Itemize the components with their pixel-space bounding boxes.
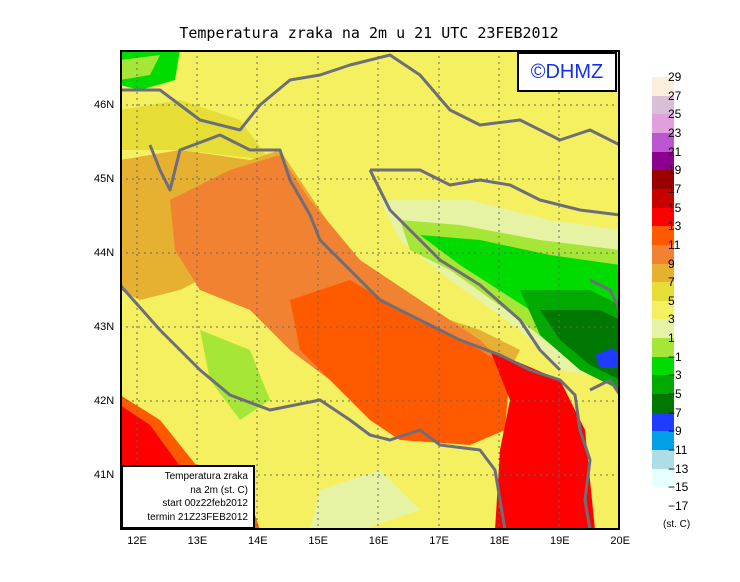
legend-label: −17 — [668, 498, 689, 513]
legend-label: 27 — [668, 88, 682, 103]
legend-swatch — [652, 132, 674, 152]
x-tick-label: 19E — [550, 535, 570, 547]
field-1-3-south — [310, 470, 420, 530]
legend-label: −3 — [668, 368, 682, 383]
legend-swatch — [652, 151, 674, 171]
legend-swatch — [652, 356, 674, 376]
legend-swatch — [652, 394, 674, 413]
y-tick-label: 42N — [94, 395, 115, 407]
legend-label: −7 — [668, 405, 682, 420]
legend-label: 23 — [668, 125, 682, 140]
legend-swatch — [652, 226, 674, 245]
x-tick-label: 13E — [187, 535, 208, 547]
legend-label: 15 — [668, 200, 682, 215]
legend-swatch — [652, 300, 674, 320]
field-1-3-nw — [120, 55, 160, 80]
legend-swatch — [652, 95, 674, 115]
x-tick-label: 17E — [429, 535, 449, 547]
x-tick-label: 18E — [489, 535, 510, 547]
x-tick-label: 14E — [248, 535, 268, 547]
y-tick-label: 43N — [94, 321, 115, 333]
legend-label: −13 — [668, 461, 689, 476]
legend-swatch — [652, 431, 674, 451]
legend-swatch — [652, 114, 674, 133]
legend-swatch — [652, 412, 674, 432]
field-11-13-central — [290, 280, 510, 445]
x-tick-label: 12E — [127, 535, 147, 547]
info-box: Temperatura zraka na 2m (st. C) start 00… — [121, 465, 255, 529]
legend-label: −9 — [668, 424, 682, 439]
dhmz-logo: ©DHMZ — [517, 52, 617, 92]
legend-label: −15 — [668, 480, 689, 495]
legend-label: 9 — [668, 256, 675, 271]
legend-label: 3 — [668, 312, 675, 327]
legend-label: 5 — [668, 293, 675, 308]
legend-label: 29 — [668, 70, 682, 84]
temperature-map — [120, 50, 620, 530]
info-line-1: Temperatura zraka — [164, 471, 248, 482]
field-1-3-italy — [200, 330, 270, 420]
legend-swatch — [652, 170, 674, 189]
legend-label: −1 — [668, 349, 682, 364]
grid — [120, 50, 620, 530]
info-line-2: na 2m (st. C) — [190, 484, 248, 496]
map-title: Temperatura zraka na 2m u 21 UTC 23FEB20… — [0, 24, 740, 42]
info-line-3: start 00z22feb2012 — [162, 498, 248, 509]
legend-label: 13 — [668, 219, 682, 234]
legend-swatch — [652, 207, 674, 227]
y-tick-label: 46N — [94, 99, 115, 111]
legend-label: −5 — [668, 387, 682, 402]
coast-italy — [120, 284, 507, 530]
border-north — [120, 53, 620, 147]
info-line-4: termin 21Z23FEB2012 — [147, 511, 248, 523]
map-frame — [120, 50, 620, 530]
legend-label: 11 — [668, 237, 681, 252]
legend-swatch — [652, 375, 674, 395]
legend-swatch — [652, 282, 674, 301]
border-east — [589, 278, 620, 396]
legend-unit: (st. C) — [663, 519, 691, 530]
legend-swatch — [652, 319, 674, 339]
coastlines — [120, 53, 620, 530]
legend-label: 25 — [668, 107, 682, 122]
legend-swatch — [652, 244, 674, 264]
x-tick-label: 16E — [368, 535, 389, 547]
field-m9-m7 — [595, 348, 620, 368]
legend-label: 19 — [668, 163, 682, 178]
y-tick-label: 45N — [94, 173, 115, 185]
border-sava — [370, 168, 620, 217]
legend-label: 21 — [668, 144, 682, 159]
coast-east-adriatic — [148, 133, 592, 530]
field-5-7-north — [120, 100, 270, 160]
x-tick-label: 15E — [308, 535, 328, 547]
title-text: Temperatura zraka na 2m u 21 UTC 23FEB20… — [179, 24, 559, 42]
legend-label: −11 — [668, 443, 688, 457]
field-13-15-se — [490, 350, 595, 530]
y-tick-label: 44N — [94, 247, 115, 259]
legend-swatch — [652, 77, 674, 96]
y-tick-label: 41N — [94, 469, 115, 481]
legend-swatch — [652, 468, 674, 488]
legend-label: 17 — [668, 181, 682, 196]
border-bosnia — [368, 169, 562, 372]
legend-label: 7 — [668, 275, 675, 290]
legend-label: 1 — [668, 331, 675, 346]
x-tick-label: 20E — [610, 535, 630, 547]
legend-swatch — [652, 338, 674, 357]
legend-swatch — [652, 188, 674, 208]
map-canvas — [120, 50, 620, 530]
legend-swatch — [652, 450, 674, 469]
legend-swatch — [652, 263, 674, 283]
